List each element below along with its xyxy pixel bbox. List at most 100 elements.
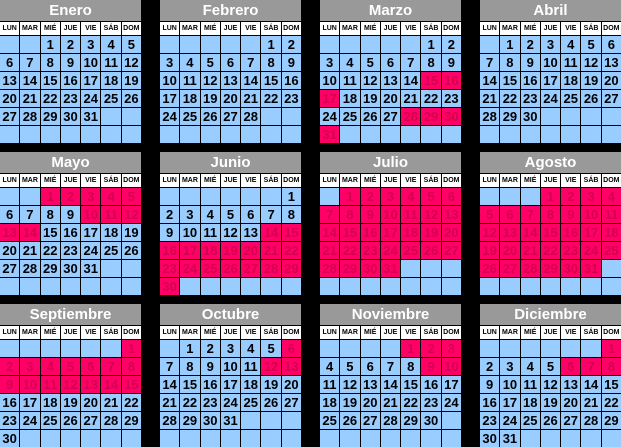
day-cell[interactable]: 17 [540, 72, 561, 89]
day-cell[interactable]: 8 [340, 206, 360, 223]
day-cell[interactable]: 28 [160, 412, 180, 429]
day-cell[interactable]: 30 [561, 260, 581, 277]
day-cell[interactable]: 26 [60, 412, 81, 429]
day-cell[interactable]: 11 [241, 358, 261, 375]
day-cell[interactable]: 6 [281, 340, 301, 357]
day-cell[interactable]: 31 [220, 412, 241, 429]
day-cell[interactable]: 15 [500, 72, 520, 89]
day-cell[interactable]: 30 [60, 108, 81, 125]
day-cell[interactable]: 4 [340, 54, 360, 71]
day-cell[interactable]: 3 [81, 36, 101, 53]
day-cell[interactable]: 7 [241, 54, 261, 71]
day-cell[interactable]: 18 [40, 394, 60, 411]
day-cell[interactable]: 10 [500, 376, 520, 393]
day-cell[interactable]: 12 [261, 358, 281, 375]
day-cell[interactable]: 19 [200, 90, 220, 107]
day-cell[interactable]: 21 [20, 242, 40, 259]
day-cell[interactable]: 3 [441, 340, 461, 357]
day-cell[interactable]: 1 [121, 340, 141, 357]
day-cell[interactable]: 22 [261, 90, 281, 107]
day-cell[interactable]: 16 [421, 376, 441, 393]
day-cell[interactable]: 24 [581, 242, 601, 259]
day-cell[interactable]: 5 [121, 36, 141, 53]
day-cell[interactable]: 18 [561, 72, 581, 89]
day-cell[interactable]: 12 [581, 54, 601, 71]
day-cell[interactable]: 27 [360, 412, 380, 429]
day-cell[interactable]: 29 [340, 260, 360, 277]
day-cell[interactable]: 10 [540, 54, 561, 71]
day-cell[interactable]: 25 [101, 90, 121, 107]
day-cell[interactable]: 15 [40, 72, 60, 89]
day-cell[interactable]: 28 [380, 412, 401, 429]
day-cell[interactable]: 14 [20, 224, 40, 241]
day-cell[interactable]: 17 [20, 394, 40, 411]
day-cell[interactable]: 10 [320, 72, 340, 89]
day-cell[interactable]: 20 [561, 394, 581, 411]
day-cell[interactable]: 7 [160, 358, 180, 375]
day-cell[interactable]: 14 [20, 72, 40, 89]
day-cell[interactable]: 23 [60, 90, 81, 107]
day-cell[interactable]: 19 [261, 376, 281, 393]
day-cell[interactable]: 27 [241, 260, 261, 277]
day-cell[interactable]: 20 [220, 90, 241, 107]
day-cell[interactable]: 20 [81, 394, 101, 411]
day-cell[interactable]: 10 [220, 358, 241, 375]
day-cell[interactable]: 17 [220, 376, 241, 393]
day-cell[interactable]: 13 [281, 358, 301, 375]
day-cell[interactable]: 17 [180, 242, 200, 259]
day-cell[interactable]: 10 [441, 358, 461, 375]
day-cell[interactable]: 2 [281, 36, 301, 53]
day-cell[interactable]: 5 [220, 206, 241, 223]
day-cell[interactable]: 5 [421, 188, 441, 205]
day-cell[interactable]: 11 [101, 54, 121, 71]
day-cell[interactable]: 2 [421, 340, 441, 357]
day-cell[interactable]: 19 [360, 90, 380, 107]
day-cell[interactable]: 16 [281, 72, 301, 89]
day-cell[interactable]: 14 [581, 376, 601, 393]
day-cell[interactable]: 18 [401, 224, 421, 241]
day-cell[interactable]: 15 [540, 224, 561, 241]
day-cell[interactable]: 20 [441, 224, 461, 241]
day-cell[interactable]: 8 [261, 54, 281, 71]
day-cell[interactable]: 8 [601, 358, 621, 375]
day-cell[interactable]: 9 [200, 358, 220, 375]
day-cell[interactable]: 27 [500, 260, 520, 277]
day-cell[interactable]: 7 [401, 54, 421, 71]
day-cell[interactable]: 1 [540, 188, 561, 205]
day-cell[interactable]: 6 [500, 206, 520, 223]
day-cell[interactable]: 28 [401, 108, 421, 125]
day-cell[interactable]: 2 [60, 36, 81, 53]
day-cell[interactable]: 26 [581, 90, 601, 107]
day-cell[interactable]: 30 [520, 108, 540, 125]
day-cell[interactable]: 29 [401, 412, 421, 429]
day-cell[interactable]: 10 [180, 224, 200, 241]
day-cell[interactable]: 1 [401, 340, 421, 357]
day-cell[interactable]: 21 [101, 394, 121, 411]
day-cell[interactable]: 28 [581, 412, 601, 429]
day-cell[interactable]: 10 [380, 206, 401, 223]
day-cell[interactable]: 2 [60, 188, 81, 205]
day-cell[interactable]: 13 [220, 72, 241, 89]
day-cell[interactable]: 8 [500, 54, 520, 71]
day-cell[interactable]: 15 [401, 376, 421, 393]
day-cell[interactable]: 9 [480, 376, 500, 393]
day-cell[interactable]: 21 [520, 242, 540, 259]
day-cell[interactable]: 15 [601, 376, 621, 393]
day-cell[interactable]: 26 [540, 412, 561, 429]
day-cell[interactable]: 16 [160, 242, 180, 259]
day-cell[interactable]: 30 [0, 430, 20, 447]
day-cell[interactable]: 31 [380, 260, 401, 277]
day-cell[interactable]: 11 [601, 206, 621, 223]
day-cell[interactable]: 21 [261, 242, 281, 259]
day-cell[interactable]: 24 [81, 90, 101, 107]
day-cell[interactable]: 1 [180, 340, 200, 357]
day-cell[interactable]: 4 [561, 36, 581, 53]
day-cell[interactable]: 13 [561, 376, 581, 393]
day-cell[interactable]: 19 [581, 72, 601, 89]
day-cell[interactable]: 9 [520, 54, 540, 71]
day-cell[interactable]: 11 [561, 54, 581, 71]
day-cell[interactable]: 5 [261, 340, 281, 357]
day-cell[interactable]: 24 [380, 242, 401, 259]
day-cell[interactable]: 19 [480, 242, 500, 259]
day-cell[interactable]: 30 [360, 260, 380, 277]
